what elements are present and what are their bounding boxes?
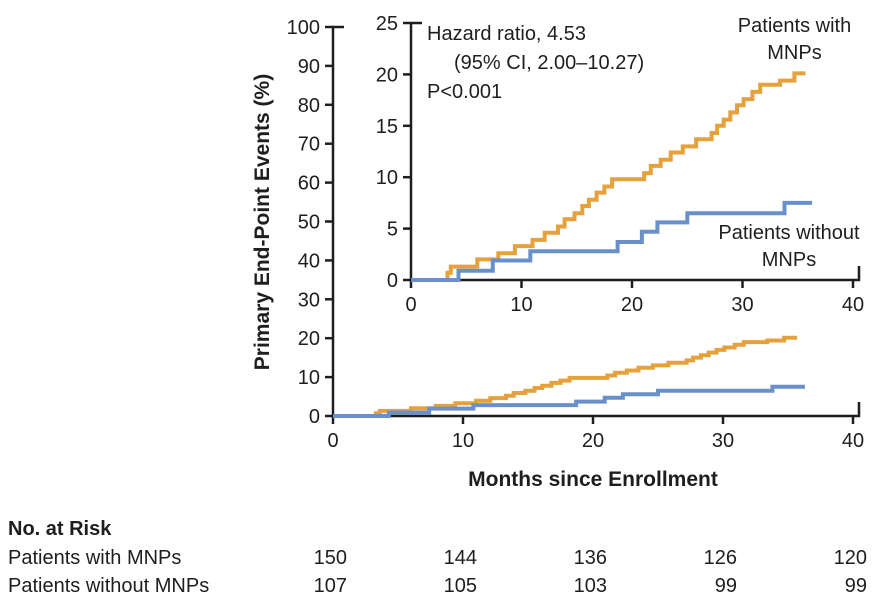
x-axis-title: Months since Enrollment bbox=[468, 468, 718, 491]
inset-x-tick-label: 30 bbox=[731, 294, 753, 316]
risk-value: 103 bbox=[573, 575, 607, 597]
label-patients-with-mnps-line2: MNPs bbox=[767, 42, 822, 64]
main-y-tick-label: 20 bbox=[298, 328, 320, 350]
risk-value: 150 bbox=[313, 547, 347, 569]
risk-value: 107 bbox=[313, 575, 347, 597]
inset-y-tick-label: 25 bbox=[376, 13, 398, 35]
main-x-tick-label: 0 bbox=[327, 430, 338, 452]
risk-row-label-with-mnps: Patients with MNPs bbox=[8, 547, 182, 569]
inset-y-tick-label: 0 bbox=[387, 270, 398, 292]
hazard-ratio-line2: (95% CI, 2.00–10.27) bbox=[454, 52, 645, 74]
main-series-without-mnps bbox=[333, 384, 805, 418]
risk-value: 120 bbox=[833, 547, 867, 569]
main-series-with-mnps bbox=[333, 335, 798, 418]
inset-x-tick-label: 40 bbox=[842, 294, 864, 316]
main-y-tick-label: 100 bbox=[287, 17, 320, 39]
main-y-tick-label: 50 bbox=[298, 212, 320, 234]
main-y-tick-label: 30 bbox=[298, 289, 320, 311]
risk-value: 126 bbox=[703, 547, 737, 569]
label-patients-with-mnps: Patients with MNPs bbox=[712, 13, 877, 67]
risk-value: 99 bbox=[714, 575, 737, 597]
main-y-tick-label: 10 bbox=[298, 367, 320, 389]
main-x-tick-label: 40 bbox=[842, 430, 864, 452]
risk-value: 136 bbox=[573, 547, 607, 569]
risk-table-header: No. at Risk bbox=[8, 518, 112, 540]
label-patients-with-mnps-line1: Patients with bbox=[737, 15, 852, 37]
risk-value: 99 bbox=[844, 575, 867, 597]
risk-value: 105 bbox=[443, 575, 477, 597]
hazard-ratio-annotation: Hazard ratio, 4.53 (95% CI, 2.00–10.27) … bbox=[427, 20, 644, 107]
label-patients-without-mnps-line1: Patients without bbox=[718, 222, 860, 244]
inset-y-tick-label: 15 bbox=[376, 116, 398, 138]
inset-y-tick-label: 10 bbox=[376, 167, 398, 189]
inset-x-tick-label: 20 bbox=[621, 294, 643, 316]
hazard-ratio-line3: P<0.001 bbox=[427, 81, 503, 103]
risk-row-label-without-mnps: Patients without MNPs bbox=[8, 575, 210, 597]
main-y-tick-label: 60 bbox=[298, 173, 320, 195]
main-y-tick-label: 70 bbox=[298, 134, 320, 156]
main-x-tick-label: 20 bbox=[582, 430, 604, 452]
main-y-tick-label: 40 bbox=[298, 250, 320, 272]
main-y-tick-label: 80 bbox=[298, 95, 320, 117]
inset-series-with-mnps bbox=[411, 71, 806, 282]
y-axis-title: Primary End-Point Events (%) bbox=[251, 73, 274, 371]
label-patients-without-mnps: Patients without MNPs bbox=[698, 220, 880, 274]
label-patients-without-mnps-line2: MNPs bbox=[761, 249, 817, 271]
main-y-tick-label: 0 bbox=[309, 406, 320, 428]
inset-x-tick-label: 0 bbox=[405, 294, 416, 316]
main-x-tick-label: 10 bbox=[452, 430, 474, 452]
main-x-tick-label: 30 bbox=[712, 430, 734, 452]
main-y-tick-label: 90 bbox=[298, 56, 320, 78]
risk-value: 144 bbox=[443, 547, 477, 569]
inset-x-tick-label: 10 bbox=[510, 294, 532, 316]
inset-series-without-mnps bbox=[411, 200, 813, 282]
hazard-ratio-line1: Hazard ratio, 4.53 bbox=[427, 23, 586, 45]
inset-y-tick-label: 5 bbox=[387, 219, 398, 241]
inset-y-tick-label: 20 bbox=[376, 64, 398, 86]
